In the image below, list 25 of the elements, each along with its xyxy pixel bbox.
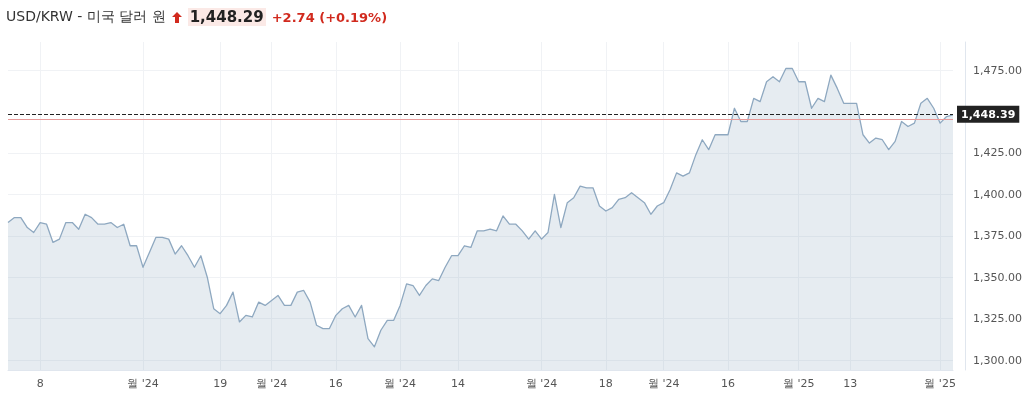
x-tick-label: 16 [328, 377, 343, 390]
x-tick-label: 월 '25 [924, 377, 956, 390]
x-tick-label: 18 [598, 377, 613, 390]
x-tick-label: 월 '24 [127, 377, 159, 390]
x-tick-label: 월 '25 [782, 377, 815, 390]
x-tick-label: 월 '24 [255, 377, 288, 390]
y-tick-label: 1,300.00 [973, 353, 1022, 367]
x-tick-label: 월 '24 [525, 377, 558, 390]
x-tick-label: 8 [36, 377, 44, 390]
y-tick-label: 1,350.00 [973, 270, 1022, 284]
y-tick-label: 1,475.00 [973, 63, 1022, 77]
x-tick-label: 14 [451, 377, 465, 390]
y-tick-label: 1,425.00 [973, 146, 1022, 160]
text: 1,448.29 [187, 8, 266, 26]
y-tick-label: 1,325.00 [973, 312, 1022, 326]
text: +2.74 (+0.19%) [271, 9, 388, 25]
x-tick-label: 월 '24 [647, 377, 680, 390]
y-tick-label: 1,375.00 [973, 229, 1022, 243]
x-tick-label: 19 [213, 377, 228, 390]
x-tick-label: 16 [721, 377, 735, 390]
y-tick-label: 1,400.00 [973, 187, 1022, 201]
x-tick-label: 월 '24 [384, 377, 416, 390]
ref-line-label: 1,448.39 [961, 107, 1016, 121]
chart-title: USD/KRW - 미국 달러 원 [6, 8, 166, 26]
x-tick-label: 13 [843, 377, 858, 390]
